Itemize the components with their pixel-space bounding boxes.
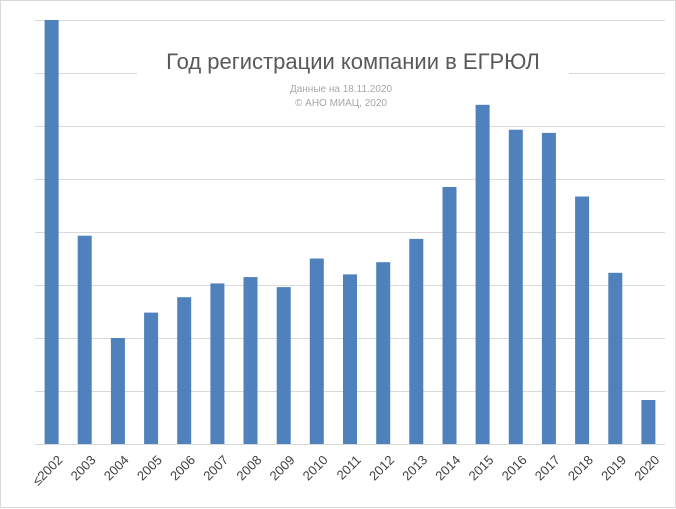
x-tick-label: 2011 bbox=[334, 452, 364, 482]
bar-≤2002 bbox=[44, 20, 59, 444]
x-tick-label: 2010 bbox=[300, 452, 331, 483]
bar-2006 bbox=[177, 297, 192, 444]
bar-2004 bbox=[110, 338, 125, 444]
x-tick-label: 2014 bbox=[432, 452, 463, 483]
bar-2005 bbox=[144, 312, 159, 444]
bar-2020 bbox=[641, 400, 656, 444]
bars bbox=[44, 20, 656, 445]
bar-2013 bbox=[409, 238, 424, 444]
bar-2011 bbox=[343, 274, 357, 444]
chart-subtitle-copyright: © АНО МИАЦ, 2020 bbox=[295, 98, 387, 109]
bar-2009 bbox=[276, 287, 291, 444]
x-tick-labels: ≤2002 2003 2004 2005 2006 2007 2008 2009 2010 201… bbox=[29, 452, 662, 488]
x-tick-label: 2012 bbox=[366, 452, 397, 483]
x-tick-label: 2008 bbox=[233, 452, 264, 483]
x-tick-label: 2017 bbox=[532, 452, 563, 483]
x-tick-label: 2013 bbox=[399, 452, 430, 483]
bar-2014 bbox=[442, 187, 457, 444]
title-block: Год регистрации компании в ЕГРЮЛ Данные … bbox=[137, 43, 569, 109]
bar-2019 bbox=[608, 272, 623, 444]
x-tick-label: 2003 bbox=[68, 452, 99, 483]
x-tick-label: 2015 bbox=[465, 452, 496, 483]
title-background bbox=[137, 43, 569, 77]
chart-subtitle-date: Данные на 18.11.2020 bbox=[290, 84, 393, 95]
x-tick-label: 2018 bbox=[565, 452, 596, 483]
bar-2017 bbox=[541, 132, 556, 444]
x-tick-label: ≤2002 bbox=[29, 452, 65, 488]
x-tick-label: 2006 bbox=[167, 452, 198, 483]
x-tick-label: 2019 bbox=[598, 452, 629, 483]
x-tick-label: 2005 bbox=[134, 452, 165, 483]
chart-title: Год регистрации компании в ЕГРЮЛ bbox=[166, 49, 540, 74]
bar-2015 bbox=[475, 104, 490, 445]
bar-2012 bbox=[376, 262, 391, 444]
bar-2003 bbox=[77, 235, 92, 444]
x-tick-label: 2016 bbox=[499, 452, 530, 483]
bar-2010 bbox=[309, 258, 324, 444]
bar-2007 bbox=[210, 283, 225, 444]
x-tick-label: 2009 bbox=[267, 452, 298, 483]
bar-2008 bbox=[243, 277, 258, 444]
x-tick-label: 2007 bbox=[200, 452, 231, 483]
x-tick-label: 2020 bbox=[631, 452, 662, 483]
x-tick-label: 2004 bbox=[101, 452, 132, 483]
bar-2018 bbox=[575, 196, 590, 444]
bar-2016 bbox=[508, 129, 523, 444]
